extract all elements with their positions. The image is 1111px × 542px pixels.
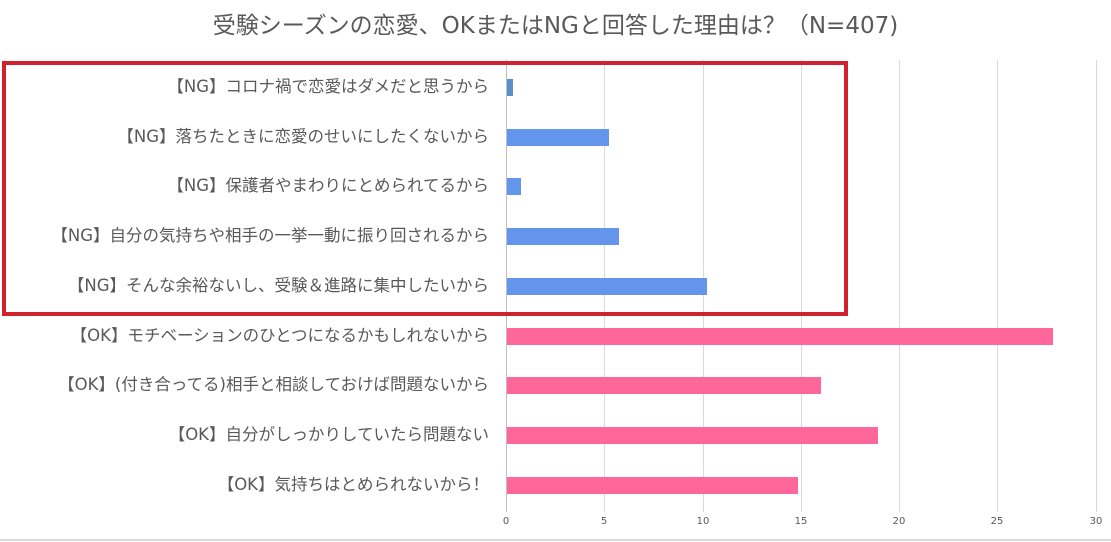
ok-bar	[507, 328, 1053, 345]
category-label: 【NG】コロナ禍で恋愛はダメだと思うから	[167, 77, 489, 96]
category-label: 【NG】自分の気持ちや相手の一挙一動に振り回されるから	[51, 226, 489, 245]
category-label: 【OK】モチベーションのひとつになるかもしれないから	[70, 326, 489, 345]
gridline	[801, 60, 802, 512]
ng-bar	[507, 178, 521, 195]
x-tick-label: 30	[1089, 516, 1103, 527]
category-label: 【NG】落ちたときに恋愛のせいにしたくないから	[117, 127, 489, 146]
ng-bar	[507, 79, 513, 96]
x-tick-label: 5	[600, 516, 608, 527]
x-tick-label: 20	[892, 516, 906, 527]
x-tick-label: 10	[696, 516, 710, 527]
category-label: 【NG】そんな余裕ないし、受験＆進路に集中したいから	[67, 276, 489, 295]
gridline	[997, 60, 998, 512]
ok-bar	[507, 477, 798, 494]
category-label: 【OK】(付き合ってる)相手と相談しておけば問題ないから	[58, 375, 489, 394]
category-label: 【NG】保護者やまわりにとめられてるから	[167, 176, 489, 195]
x-tick-label: 0	[502, 516, 510, 527]
category-label: 【OK】自分がしっかりしていたら問題ない	[168, 425, 489, 444]
chart-bottom-border	[0, 539, 1111, 541]
category-label: 【OK】気持ちはとめられないから！	[217, 475, 489, 494]
ng-bar	[507, 228, 619, 245]
x-tick-label: 15	[794, 516, 808, 527]
y-axis-line	[506, 60, 507, 512]
ng-bar	[507, 129, 609, 146]
gridline	[1096, 60, 1097, 512]
chart-title: 受験シーズンの恋愛、OKまたはNGと回答した理由は？（N=407)	[212, 13, 899, 39]
ng-bar	[507, 278, 707, 295]
x-tick-label: 25	[990, 516, 1004, 527]
ok-bar	[507, 377, 821, 394]
ng-highlight-box	[2, 61, 848, 316]
ok-bar	[507, 427, 878, 444]
gridline	[899, 60, 900, 512]
